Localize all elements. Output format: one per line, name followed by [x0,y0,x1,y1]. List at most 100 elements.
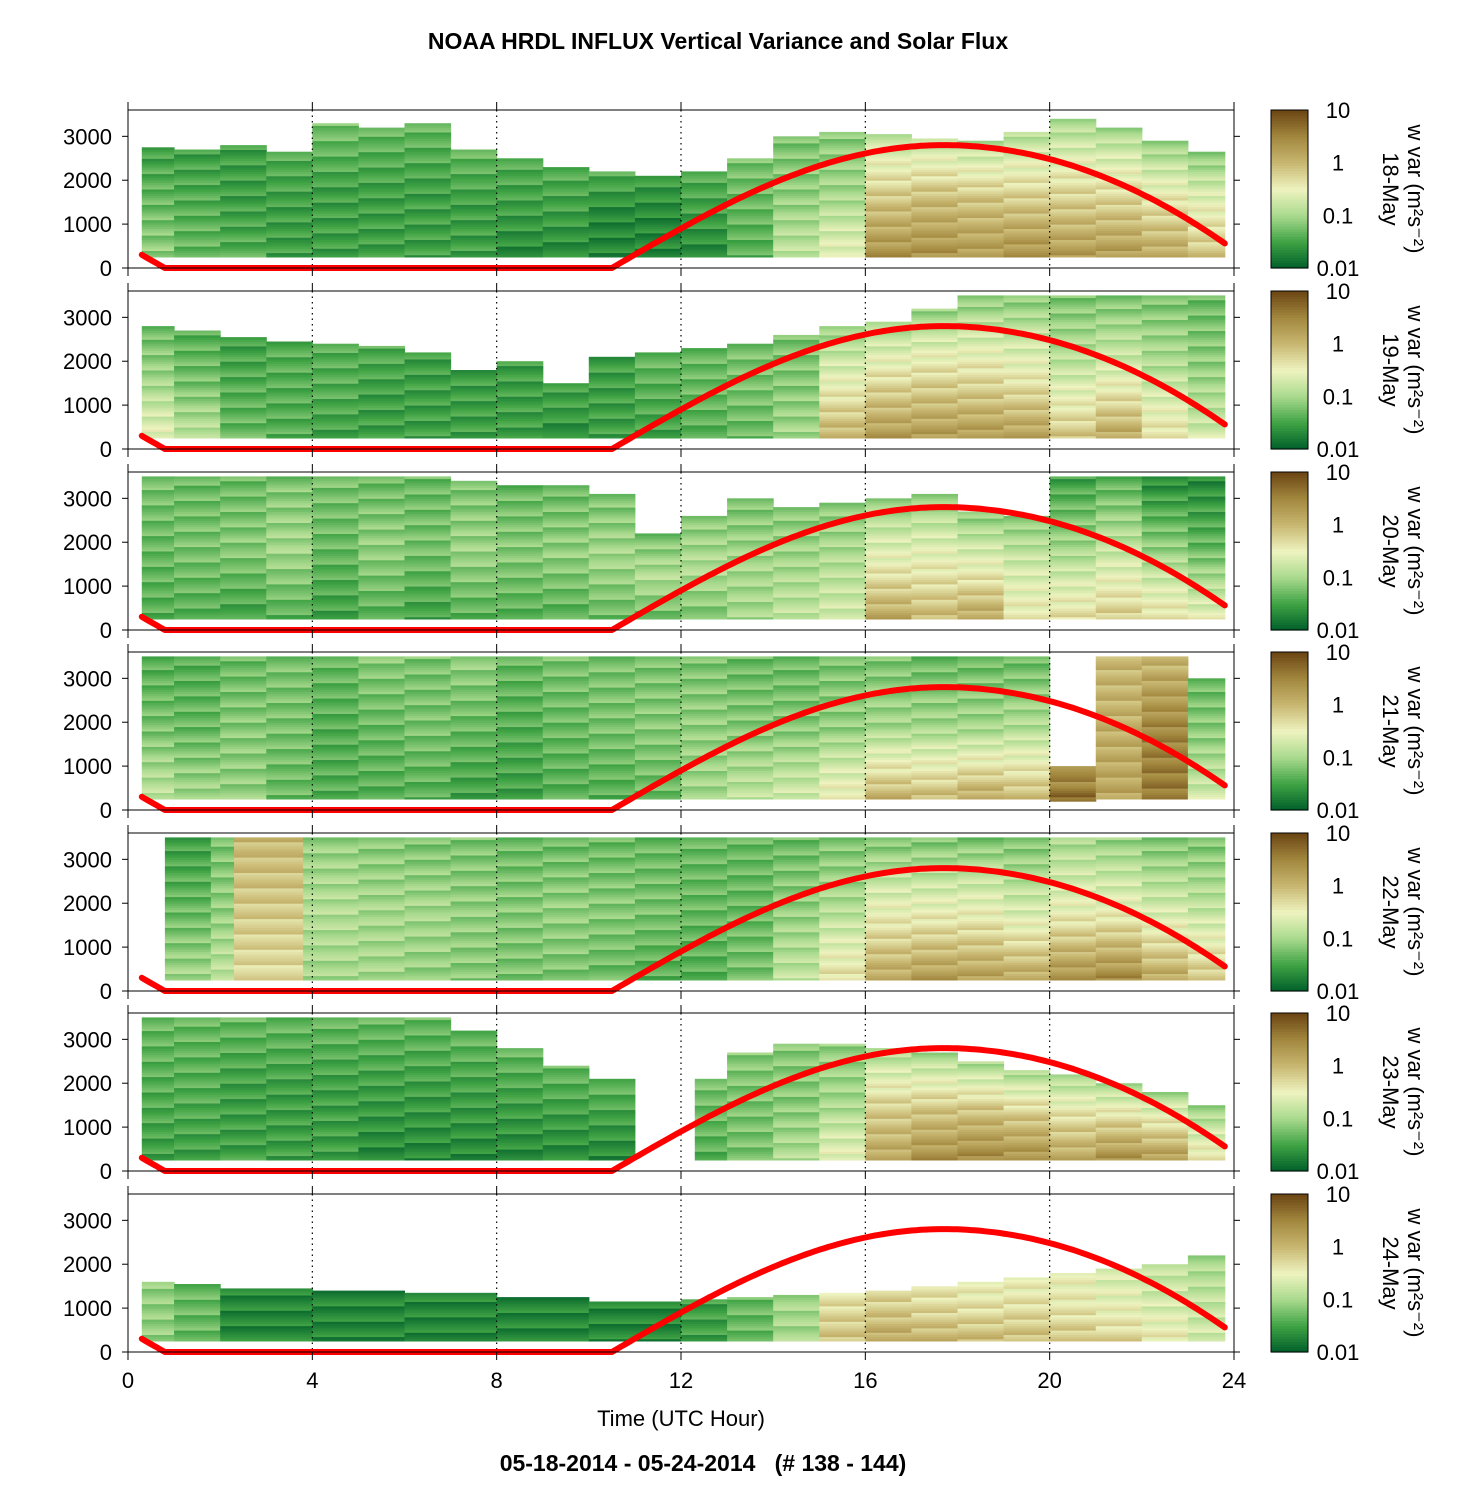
heatmap-cell [1049,175,1097,179]
heatmap-column [542,167,590,258]
heatmap-cell [1095,590,1143,594]
heatmap-cell [1095,352,1143,356]
heatmap-cell [141,493,175,497]
heatmap-cell [266,493,313,497]
heatmap-cell [1049,548,1097,552]
heatmap-cell [1003,186,1051,190]
colorbar-cell [1271,441,1308,445]
heatmap-cell [404,722,452,725]
heatmap-cell [727,246,774,249]
heatmap-cell [911,500,958,504]
heatmap-cell [141,511,175,515]
heatmap-cell [174,790,221,793]
colorbar-tick-label: 10 [1326,279,1350,304]
heatmap-cell [1049,178,1097,181]
heatmap-cell [727,162,774,166]
heatmap-cell [358,665,405,668]
heatmap-cell [1049,572,1097,576]
heatmap-cell [450,483,498,486]
heatmap-cell [450,413,498,417]
heatmap-cell [681,248,728,251]
heatmap-cell [141,742,175,745]
heatmap-cell [681,219,728,223]
heatmap-cell [727,575,774,578]
heatmap-cell [727,381,774,384]
heatmap-cell [174,483,221,486]
heatmap-cell [174,509,221,512]
heatmap-cell [266,733,313,736]
heatmap-cell [1003,557,1051,561]
heatmap-cell [957,162,1005,166]
heatmap-cell [312,796,359,800]
heatmap-cell [358,700,405,703]
colorbar-cell [1271,443,1308,447]
heatmap-cell [865,356,912,360]
heatmap-cell [404,164,452,168]
heatmap-cell [266,350,313,353]
heatmap-cell [496,522,544,526]
heatmap-cell [1187,250,1226,254]
heatmap-cell [542,420,590,424]
heatmap-cell [220,215,267,218]
heatmap-cell [681,413,728,417]
heatmap-cell [358,184,405,188]
heatmap-cell [404,381,452,384]
heatmap-cell [141,385,175,389]
heatmap-cell [1141,491,1189,495]
heatmap-cell [141,673,175,677]
heatmap-cell [1095,496,1143,499]
heatmap-cell [496,487,544,491]
heatmap-cell [220,731,267,734]
heatmap-cell [727,217,774,221]
heatmap-cell [911,559,958,563]
heatmap-cell [358,592,405,596]
heatmap-cell [865,391,912,395]
heatmap-cell [404,418,452,421]
heatmap-cell [1095,398,1143,402]
heatmap-cell [174,568,221,572]
heatmap-cell [496,581,544,585]
heatmap-cell [1141,522,1189,526]
heatmap-cell [1049,605,1097,609]
heatmap-cell [957,169,1005,172]
heatmap-cell [358,191,405,194]
heatmap-cell [588,526,636,530]
heatmap-cell [588,435,636,439]
heatmap-cell [1141,612,1189,616]
heatmap-cell [220,180,267,183]
heatmap-cell [404,372,452,375]
heatmap-cell [588,250,636,254]
heatmap-column [266,151,313,258]
colorbar-cell [1271,306,1308,310]
heatmap-cell [266,709,313,712]
heatmap-cell [404,352,452,356]
heatmap-cell [358,387,405,391]
heatmap-cell [266,487,313,491]
heatmap-cell [174,551,221,554]
colorbar-cell [1271,210,1308,214]
heatmap-cell [358,224,405,227]
heatmap-cell [141,219,175,223]
heatmap-cell [1141,182,1189,186]
heatmap-cell [312,483,359,486]
heatmap-cell [634,178,682,181]
heatmap-cell [312,513,359,517]
heatmap-cell [588,195,636,199]
heatmap-cell [358,237,405,240]
heatmap-cell [266,742,313,745]
heatmap-cell [1141,160,1189,164]
heatmap-column [404,476,452,620]
heatmap-cell [358,478,405,482]
heatmap-cell [141,337,175,340]
heatmap-cell [819,147,866,150]
heatmap-cell [1187,169,1226,172]
heatmap-cell [266,533,313,537]
heatmap-column [266,476,313,620]
heatmap-cell [1003,160,1051,164]
heatmap-cell [865,603,912,607]
heatmap-cell [358,228,405,232]
heatmap-cell [1049,612,1097,616]
heatmap-cell [266,485,313,488]
heatmap-cell [727,182,774,186]
heatmap-cell [819,381,866,384]
